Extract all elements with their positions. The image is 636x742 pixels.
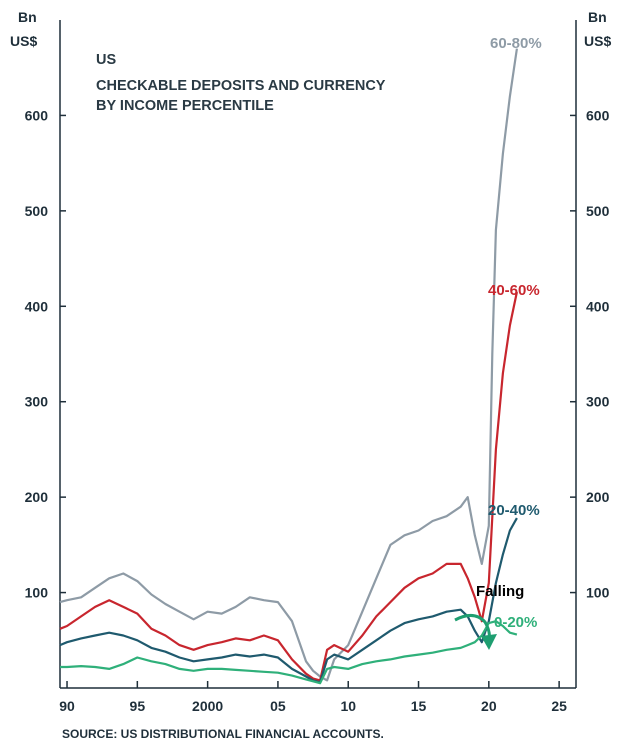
x-tick-label-2015: 15 (411, 698, 427, 714)
series-label-0-20pct: 0-20% (494, 614, 537, 631)
y-tick-label-right-400: 400 (586, 298, 610, 314)
y-axis-label-right-line2: US$ (584, 33, 611, 49)
series-line-20-40pct (59, 517, 518, 684)
falling-annotation: Falling (454, 583, 524, 650)
plot-frame (59, 20, 577, 689)
y-tick-label-left-300: 300 (25, 394, 49, 410)
series-label-20-40pct: 20-40% (488, 502, 540, 519)
series-label-40-60pct: 40-60% (488, 282, 540, 299)
series-lines (59, 48, 518, 685)
y-axis-label-left-line1: Bn (18, 9, 37, 25)
y-tick-label-left-400: 400 (25, 298, 49, 314)
y-axis-label-left-line2: US$ (10, 33, 37, 49)
series-line-40-60pct (59, 291, 518, 682)
x-tick-label-2025: 25 (551, 698, 567, 714)
annotation-falling-label: Falling (476, 583, 524, 600)
x-tick-label-2010: 10 (340, 698, 356, 714)
source-note: SOURCE: US DISTRIBUTIONAL FINANCIAL ACCO… (62, 727, 384, 741)
y-tick-label-right-200: 200 (586, 489, 610, 505)
y-tick-label-left-100: 100 (25, 585, 49, 601)
y-tick-label-left-200: 200 (25, 489, 49, 505)
x-tick-label-1990: 90 (59, 698, 75, 714)
y-axis-label-right-line1: Bn (588, 9, 607, 25)
x-tick-label-2000: 2000 (192, 698, 223, 714)
y-ticks-left: 100 200 300 400 500 600 (25, 107, 66, 601)
x-ticks: 90 95 2000 05 10 15 20 25 (59, 681, 567, 714)
chart-subtitle-line2: BY INCOME PERCENTILE (96, 98, 274, 114)
y-tick-label-right-600: 600 (586, 107, 610, 123)
y-tick-label-left-500: 500 (25, 203, 49, 219)
x-tick-label-2005: 05 (270, 698, 286, 714)
y-ticks-right: 100 200 300 400 500 600 (570, 107, 610, 601)
chart-title: US (96, 52, 116, 68)
series-line-0-20pct (60, 620, 518, 685)
y-tick-label-right-100: 100 (586, 585, 610, 601)
series-labels: 60-80% 40-60% 20-40% 0-20% (488, 35, 542, 631)
x-tick-label-1995: 95 (130, 698, 146, 714)
falling-arrow-head-icon (481, 634, 497, 650)
series-label-60-80pct: 60-80% (490, 35, 542, 52)
x-tick-label-2020: 20 (481, 698, 497, 714)
y-tick-label-left-600: 600 (25, 107, 49, 123)
chart-subtitle-line1: CHECKABLE DEPOSITS AND CURRENCY (96, 78, 386, 94)
series-line-60-80pct (59, 48, 518, 682)
y-tick-label-right-500: 500 (586, 203, 610, 219)
y-tick-label-right-300: 300 (586, 394, 610, 410)
